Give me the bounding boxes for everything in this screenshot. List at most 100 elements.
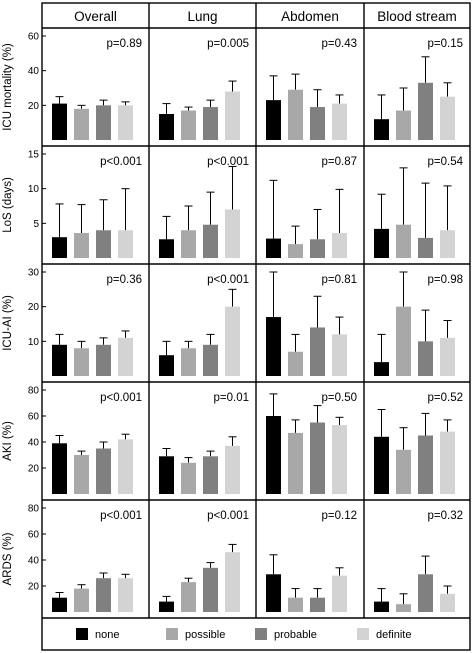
- bar: [118, 105, 133, 140]
- y-tick-label: 20: [28, 302, 40, 313]
- y-tick-label: 80: [28, 386, 40, 397]
- p-value-label: p=0.89: [107, 38, 143, 50]
- y-tick-label: 5: [33, 219, 39, 230]
- bar: [332, 103, 347, 140]
- bar: [181, 348, 196, 376]
- p-value-label: p=0.15: [428, 38, 464, 50]
- y-tick-label: 40: [28, 66, 40, 77]
- bar: [396, 306, 411, 376]
- column-header: Blood stream: [377, 9, 457, 24]
- bar: [396, 110, 411, 140]
- bar: [332, 334, 347, 376]
- p-value-label: p=0.36: [107, 274, 143, 286]
- legend-label: none: [95, 629, 119, 641]
- bar: [440, 593, 455, 612]
- bar: [396, 604, 411, 612]
- bar: [203, 107, 218, 140]
- y-tick-label: 60: [28, 32, 40, 43]
- bar: [332, 233, 347, 258]
- bar: [440, 337, 455, 376]
- bar: [374, 601, 389, 612]
- legend-label: definite: [376, 629, 411, 641]
- bar: [118, 439, 133, 494]
- bar: [332, 425, 347, 494]
- bar: [266, 238, 281, 258]
- p-value-label: p=0.43: [322, 38, 358, 50]
- p-value-label: p<0.001: [100, 156, 142, 168]
- legend-swatch: [357, 628, 369, 640]
- p-value-label: p<0.001: [100, 392, 142, 404]
- bar: [74, 108, 89, 140]
- y-tick-label: 40: [28, 556, 40, 567]
- bar: [374, 228, 389, 258]
- bar: [225, 552, 240, 612]
- bar: [118, 578, 133, 612]
- p-value-label: p=0.01: [214, 392, 250, 404]
- bar: [96, 448, 111, 494]
- bar: [374, 362, 389, 376]
- bar: [96, 578, 111, 612]
- bar: [396, 449, 411, 494]
- bar: [52, 597, 67, 612]
- bar: [288, 351, 303, 376]
- y-tick-label: 10: [28, 337, 40, 348]
- column-header: Overall: [74, 9, 117, 24]
- bar: [310, 107, 325, 140]
- p-value-label: p<0.001: [207, 274, 249, 286]
- bar: [332, 575, 347, 612]
- bar: [52, 443, 67, 494]
- bar: [159, 355, 174, 376]
- column-header: Abdomen: [281, 9, 339, 24]
- bar: [266, 416, 281, 494]
- bar: [181, 582, 196, 612]
- y-tick-label: 60: [28, 412, 40, 423]
- bar: [159, 239, 174, 258]
- bar: [225, 91, 240, 140]
- y-tick-label: 40: [28, 438, 40, 449]
- bar: [440, 96, 455, 140]
- bar: [374, 119, 389, 140]
- bar: [52, 103, 67, 140]
- p-value-label: p=0.50: [322, 392, 358, 404]
- y-axis-label: ARDS (%): [2, 532, 14, 585]
- y-tick-label: 80: [28, 504, 40, 515]
- bar: [310, 327, 325, 376]
- y-axis-label: AKI (%): [2, 421, 14, 461]
- bar: [118, 230, 133, 258]
- bar: [203, 456, 218, 494]
- bar: [266, 317, 281, 376]
- bar: [159, 601, 174, 612]
- bar: [203, 224, 218, 258]
- y-tick-label: 20: [28, 582, 40, 593]
- y-axis-label: ICU-AI (%): [2, 295, 14, 351]
- p-value-label: p=0.52: [428, 392, 464, 404]
- y-axis-label: LoS (days): [2, 177, 14, 233]
- bar: [418, 82, 433, 140]
- bar: [310, 422, 325, 494]
- p-value-label: p<0.001: [100, 510, 142, 522]
- bar: [266, 100, 281, 140]
- bar: [418, 341, 433, 376]
- p-value-label: p=0.12: [322, 510, 358, 522]
- bar: [74, 588, 89, 612]
- p-value-label: p=0.54: [428, 156, 464, 168]
- bar: [118, 337, 133, 376]
- bar: [225, 209, 240, 258]
- legend-swatch: [76, 628, 88, 640]
- bar: [418, 435, 433, 494]
- bar: [181, 230, 196, 258]
- p-value-label: p=0.98: [428, 274, 464, 286]
- legend-label: possible: [185, 629, 225, 641]
- p-value-label: p=0.32: [428, 510, 464, 522]
- y-tick-label: 15: [28, 150, 40, 161]
- bar: [288, 432, 303, 494]
- y-tick-label: 10: [28, 184, 40, 195]
- legend-label: probable: [274, 629, 317, 641]
- y-tick-label: 30: [28, 268, 40, 279]
- bar: [288, 89, 303, 140]
- bar: [396, 224, 411, 258]
- bar: [74, 455, 89, 494]
- bar: [288, 244, 303, 258]
- bar: [203, 567, 218, 612]
